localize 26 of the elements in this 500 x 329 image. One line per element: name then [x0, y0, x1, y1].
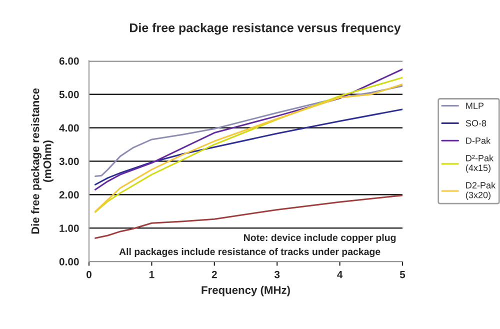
y-axis-title: Die free package resistance (mOhm) — [31, 88, 54, 234]
y-tick-label: 4.00 — [59, 124, 79, 132]
y-tick-label: 1.00 — [60, 224, 79, 232]
line-series — [94, 68, 402, 190]
x-tick-label: 1 — [149, 270, 154, 278]
x-axis-title: Frequency (MHz) — [202, 286, 290, 296]
annotation: Note: device include copper plug — [244, 234, 396, 244]
x-tick-label: 5 — [400, 270, 406, 278]
legend-label: D2-Pak (3x20) — [466, 182, 496, 200]
y-tick-label: 5.00 — [59, 90, 79, 98]
y-tick-label: 3.00 — [59, 158, 79, 166]
legend-label: D²-Pak (4x15) — [466, 154, 494, 173]
x-tick-label: 0 — [86, 270, 92, 278]
chart-title: Die free package resistance versus frequency — [130, 23, 401, 35]
y-tick-label: 2.00 — [59, 191, 79, 199]
legend-label: D-Pak — [466, 137, 491, 144]
line-series — [94, 108, 402, 186]
y-tick-label: 0.00 — [59, 258, 79, 266]
line-series — [94, 85, 402, 178]
legend-label: MLP — [466, 102, 484, 109]
x-tick-label: 2 — [212, 270, 217, 278]
y-tick-label: 6.00 — [59, 57, 79, 65]
annotation: All packages include resistance of tracks under package — [119, 248, 380, 258]
x-tick-label: 3 — [274, 270, 280, 278]
x-tick-label: 4 — [337, 270, 343, 278]
legend-label: SO-8 — [466, 120, 486, 126]
